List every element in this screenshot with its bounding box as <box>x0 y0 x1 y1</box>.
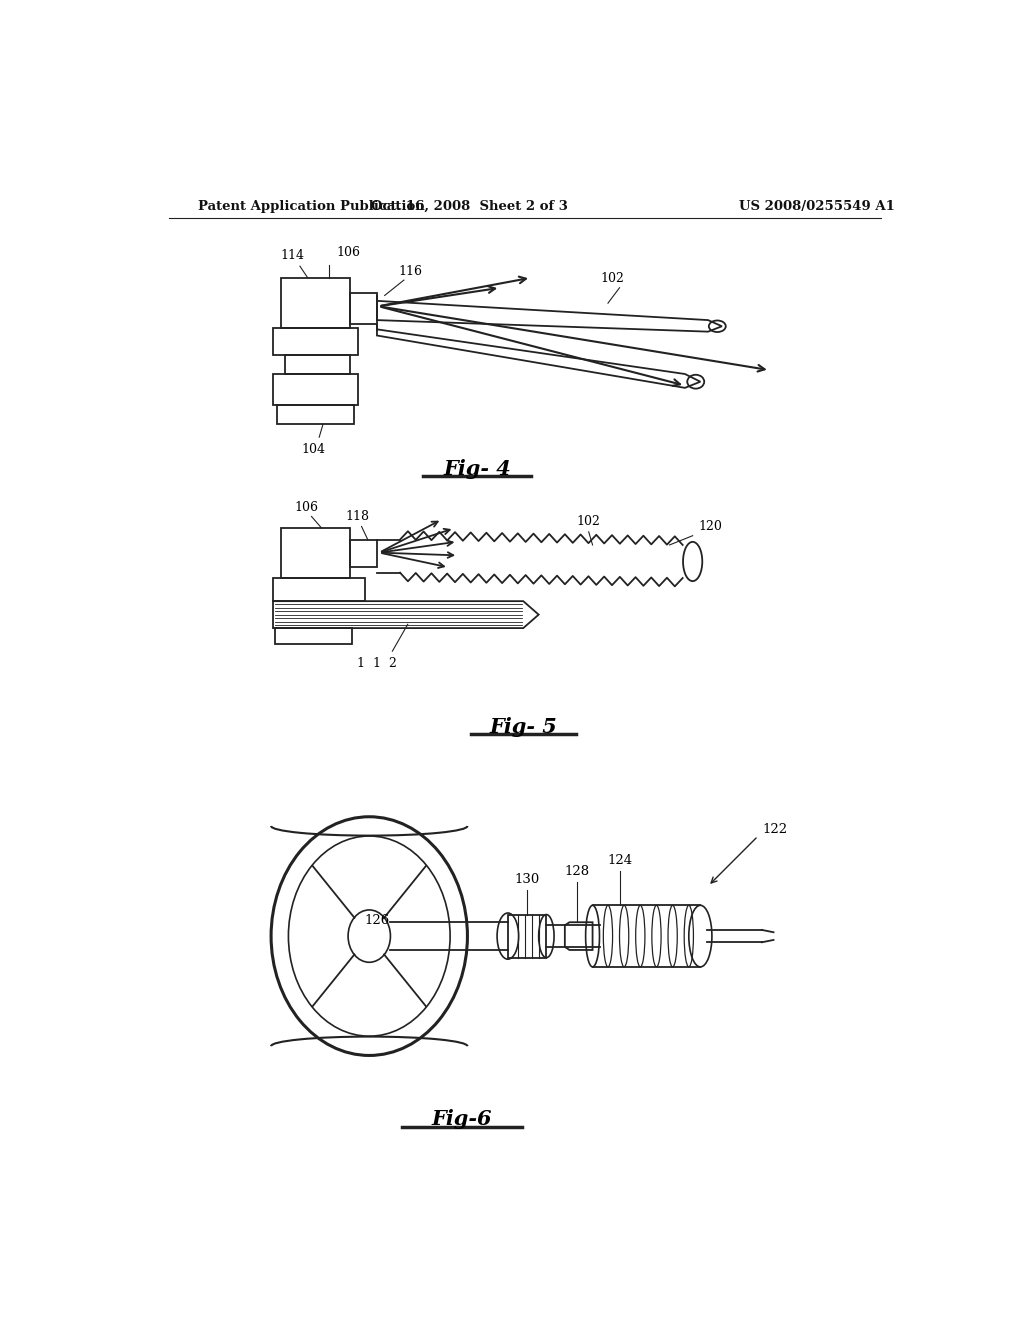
Text: 120: 120 <box>698 520 722 533</box>
Text: Oct. 16, 2008  Sheet 2 of 3: Oct. 16, 2008 Sheet 2 of 3 <box>371 199 567 213</box>
Text: 118: 118 <box>346 511 370 524</box>
Text: 104: 104 <box>302 444 326 457</box>
Text: 116: 116 <box>398 265 423 277</box>
Text: Fig-6: Fig-6 <box>431 1109 492 1130</box>
Text: 102: 102 <box>577 515 601 528</box>
Text: 124: 124 <box>607 854 632 867</box>
Text: 130: 130 <box>514 873 540 886</box>
Text: Patent Application Publication: Patent Application Publication <box>199 199 425 213</box>
Text: 126: 126 <box>365 915 389 927</box>
Text: 106: 106 <box>294 502 318 515</box>
Text: 128: 128 <box>564 866 590 878</box>
Text: 114: 114 <box>281 249 304 263</box>
Text: Fig- 5: Fig- 5 <box>489 717 557 737</box>
Text: 1  1  2: 1 1 2 <box>357 657 397 671</box>
Text: Fig- 4: Fig- 4 <box>443 459 511 479</box>
Text: 122: 122 <box>762 822 787 836</box>
Text: 106: 106 <box>337 246 360 259</box>
Text: US 2008/0255549 A1: US 2008/0255549 A1 <box>739 199 895 213</box>
Text: 102: 102 <box>600 272 625 285</box>
